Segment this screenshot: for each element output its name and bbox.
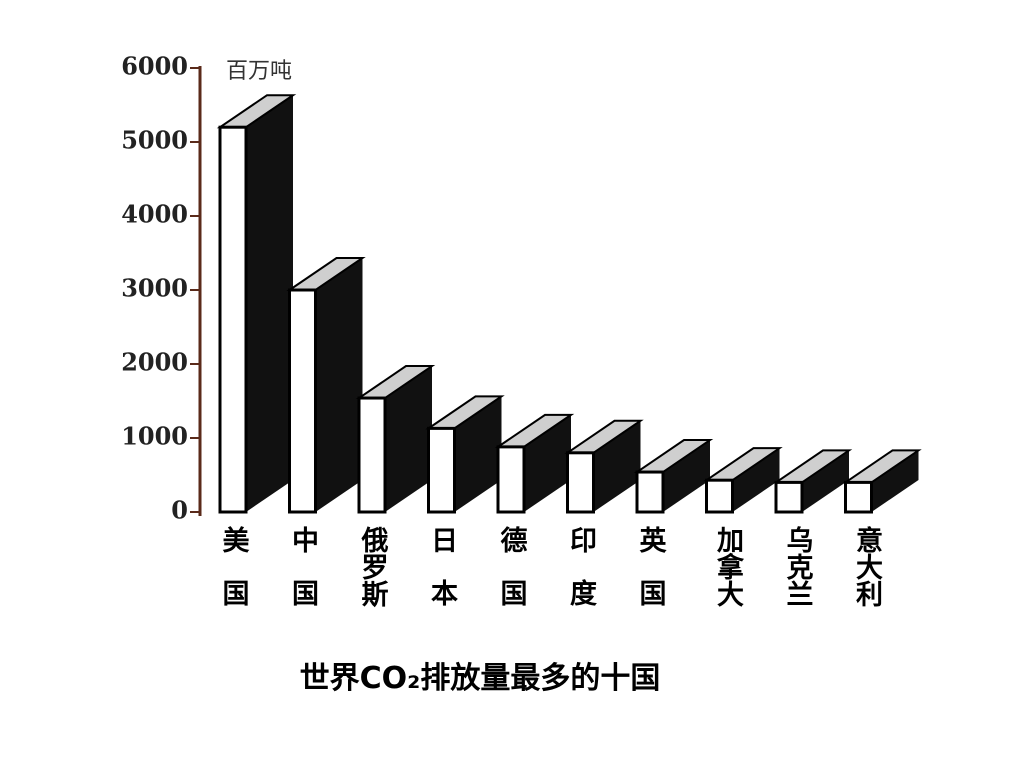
bar-front <box>705 478 734 514</box>
y-tick-label: 1000 <box>121 422 188 451</box>
bar <box>633 439 714 514</box>
bar <box>564 419 644 514</box>
x-tick-label: 印度 <box>565 526 597 632</box>
bar <box>355 365 436 514</box>
bar-side <box>454 396 502 512</box>
bar-front <box>566 451 595 514</box>
bar-front <box>496 445 526 514</box>
y-tick-label: 3000 <box>121 274 188 303</box>
bar-front <box>635 470 665 514</box>
x-tick-label: 俄罗斯 <box>357 526 390 608</box>
bar-front <box>774 480 804 514</box>
bar-front <box>844 480 873 514</box>
bar-front <box>218 125 248 514</box>
y-tick-label: 5000 <box>121 126 188 155</box>
chart-title: 世界CO₂排放量最多的十国 <box>300 661 661 696</box>
x-tick-label: 乌克兰 <box>782 525 814 607</box>
bar <box>703 447 783 514</box>
x-tick-label: 英国 <box>635 526 667 632</box>
bar <box>772 449 853 514</box>
bar <box>286 257 366 514</box>
x-tick-label: 加拿大 <box>712 526 744 607</box>
bar-side <box>871 450 919 512</box>
x-tick-label: 德国 <box>496 526 528 632</box>
bar-side <box>732 448 780 512</box>
bar <box>216 94 297 514</box>
y-tick-label: 0 <box>171 496 188 525</box>
bar-side <box>385 366 432 512</box>
y-tick-label: 6000 <box>121 52 188 81</box>
bar <box>842 449 922 514</box>
y-unit: 百万吨 <box>226 59 292 84</box>
y-tick-label: 4000 <box>121 200 188 229</box>
bar-side <box>246 95 293 512</box>
bar <box>425 395 505 514</box>
x-tick-label: 中国 <box>287 526 318 632</box>
bar-front <box>357 396 387 514</box>
bar-side <box>593 420 641 512</box>
bar <box>494 413 575 514</box>
bar-front <box>427 426 456 514</box>
bar-side <box>802 450 849 512</box>
x-tick-label: 美国 <box>218 525 250 632</box>
x-tick-label: 日本 <box>426 526 458 632</box>
x-tick-label: 意大利 <box>851 525 883 607</box>
bar-side <box>663 440 710 512</box>
y-tick-label: 2000 <box>121 348 188 377</box>
bar-side <box>315 258 363 512</box>
bar-front <box>288 288 317 514</box>
